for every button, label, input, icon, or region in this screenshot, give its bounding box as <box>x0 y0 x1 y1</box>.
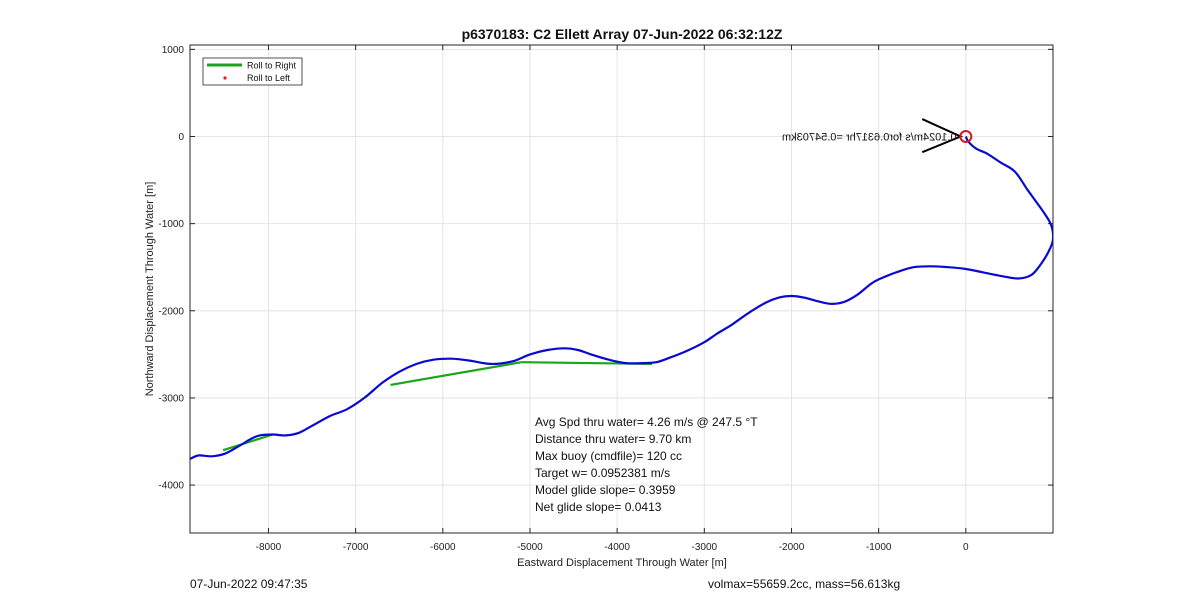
legend: Roll to Right Roll to Left <box>202 57 303 86</box>
roll-right-segment <box>222 433 274 452</box>
y-axis-label: Northward Displacement Through Water [m] <box>144 182 156 397</box>
grid <box>190 45 1053 533</box>
y-tick-label: -3000 <box>158 393 184 404</box>
x-tick-label: -2000 <box>779 542 805 553</box>
legend-box <box>202 57 303 86</box>
x-tick-label: -3000 <box>692 542 718 553</box>
x-tick-label: -1000 <box>866 542 892 553</box>
stats-line: Max buoy (cmdfile)= 120 cc <box>535 449 682 463</box>
axes-frame <box>189 44 1054 534</box>
x-tick-label: -4000 <box>604 542 630 553</box>
track-line <box>190 135 1053 460</box>
stats-line: Distance thru water= 9.70 km <box>535 432 691 446</box>
series-layer: 0.1024m/s for0.6317hr =0.54703km <box>190 118 1053 460</box>
stats-line: Target w= 0.0952381 m/s <box>535 466 670 480</box>
x-tick-label: -7000 <box>343 542 369 553</box>
chart-title: p6370183: C2 Ellett Array 07-Jun-2022 06… <box>462 26 783 42</box>
plot-area <box>190 135 1053 460</box>
footer-timestamp: 07-Jun-2022 09:47:35 <box>190 577 308 591</box>
footer-volmax-mass: volmax=55659.2cc, mass=56.613kg <box>708 577 901 591</box>
legend-entry-roll-left: Roll to Left <box>247 73 291 83</box>
legend-entry-roll-right: Roll to Right <box>247 61 297 71</box>
stats-line: Net glide slope= 0.0413 <box>535 500 662 514</box>
x-tick-label: -8000 <box>256 542 282 553</box>
x-tick-label: 0 <box>963 542 969 553</box>
y-tick-label: -2000 <box>158 306 184 317</box>
y-tick-label: -4000 <box>158 481 184 492</box>
roll-right-segment <box>390 361 522 386</box>
legend-swatch-roll-left <box>223 76 227 80</box>
stats-line: Model glide slope= 0.3959 <box>535 483 676 497</box>
current-label: 0.1024m/s for0.6317hr =0.54703km <box>782 132 957 144</box>
stats-line: Avg Spd thru water= 4.26 m/s @ 247.5 °T <box>535 415 758 429</box>
stats-annotation: Avg Spd thru water= 4.26 m/s @ 247.5 °T D… <box>535 415 758 514</box>
axis-ticks: -8000 -7000 -6000 -5000 -4000 -3000 -2000 -1000… <box>158 45 1053 553</box>
y-tick-label: 1000 <box>162 45 185 56</box>
x-axis-label: Eastward Displacement Through Water [m] <box>517 557 727 569</box>
x-tick-label: -6000 <box>430 542 456 553</box>
y-tick-label: 0 <box>178 132 184 143</box>
x-tick-label: -5000 <box>517 542 543 553</box>
y-tick-label: -1000 <box>158 219 184 230</box>
surface-marker <box>959 130 973 143</box>
